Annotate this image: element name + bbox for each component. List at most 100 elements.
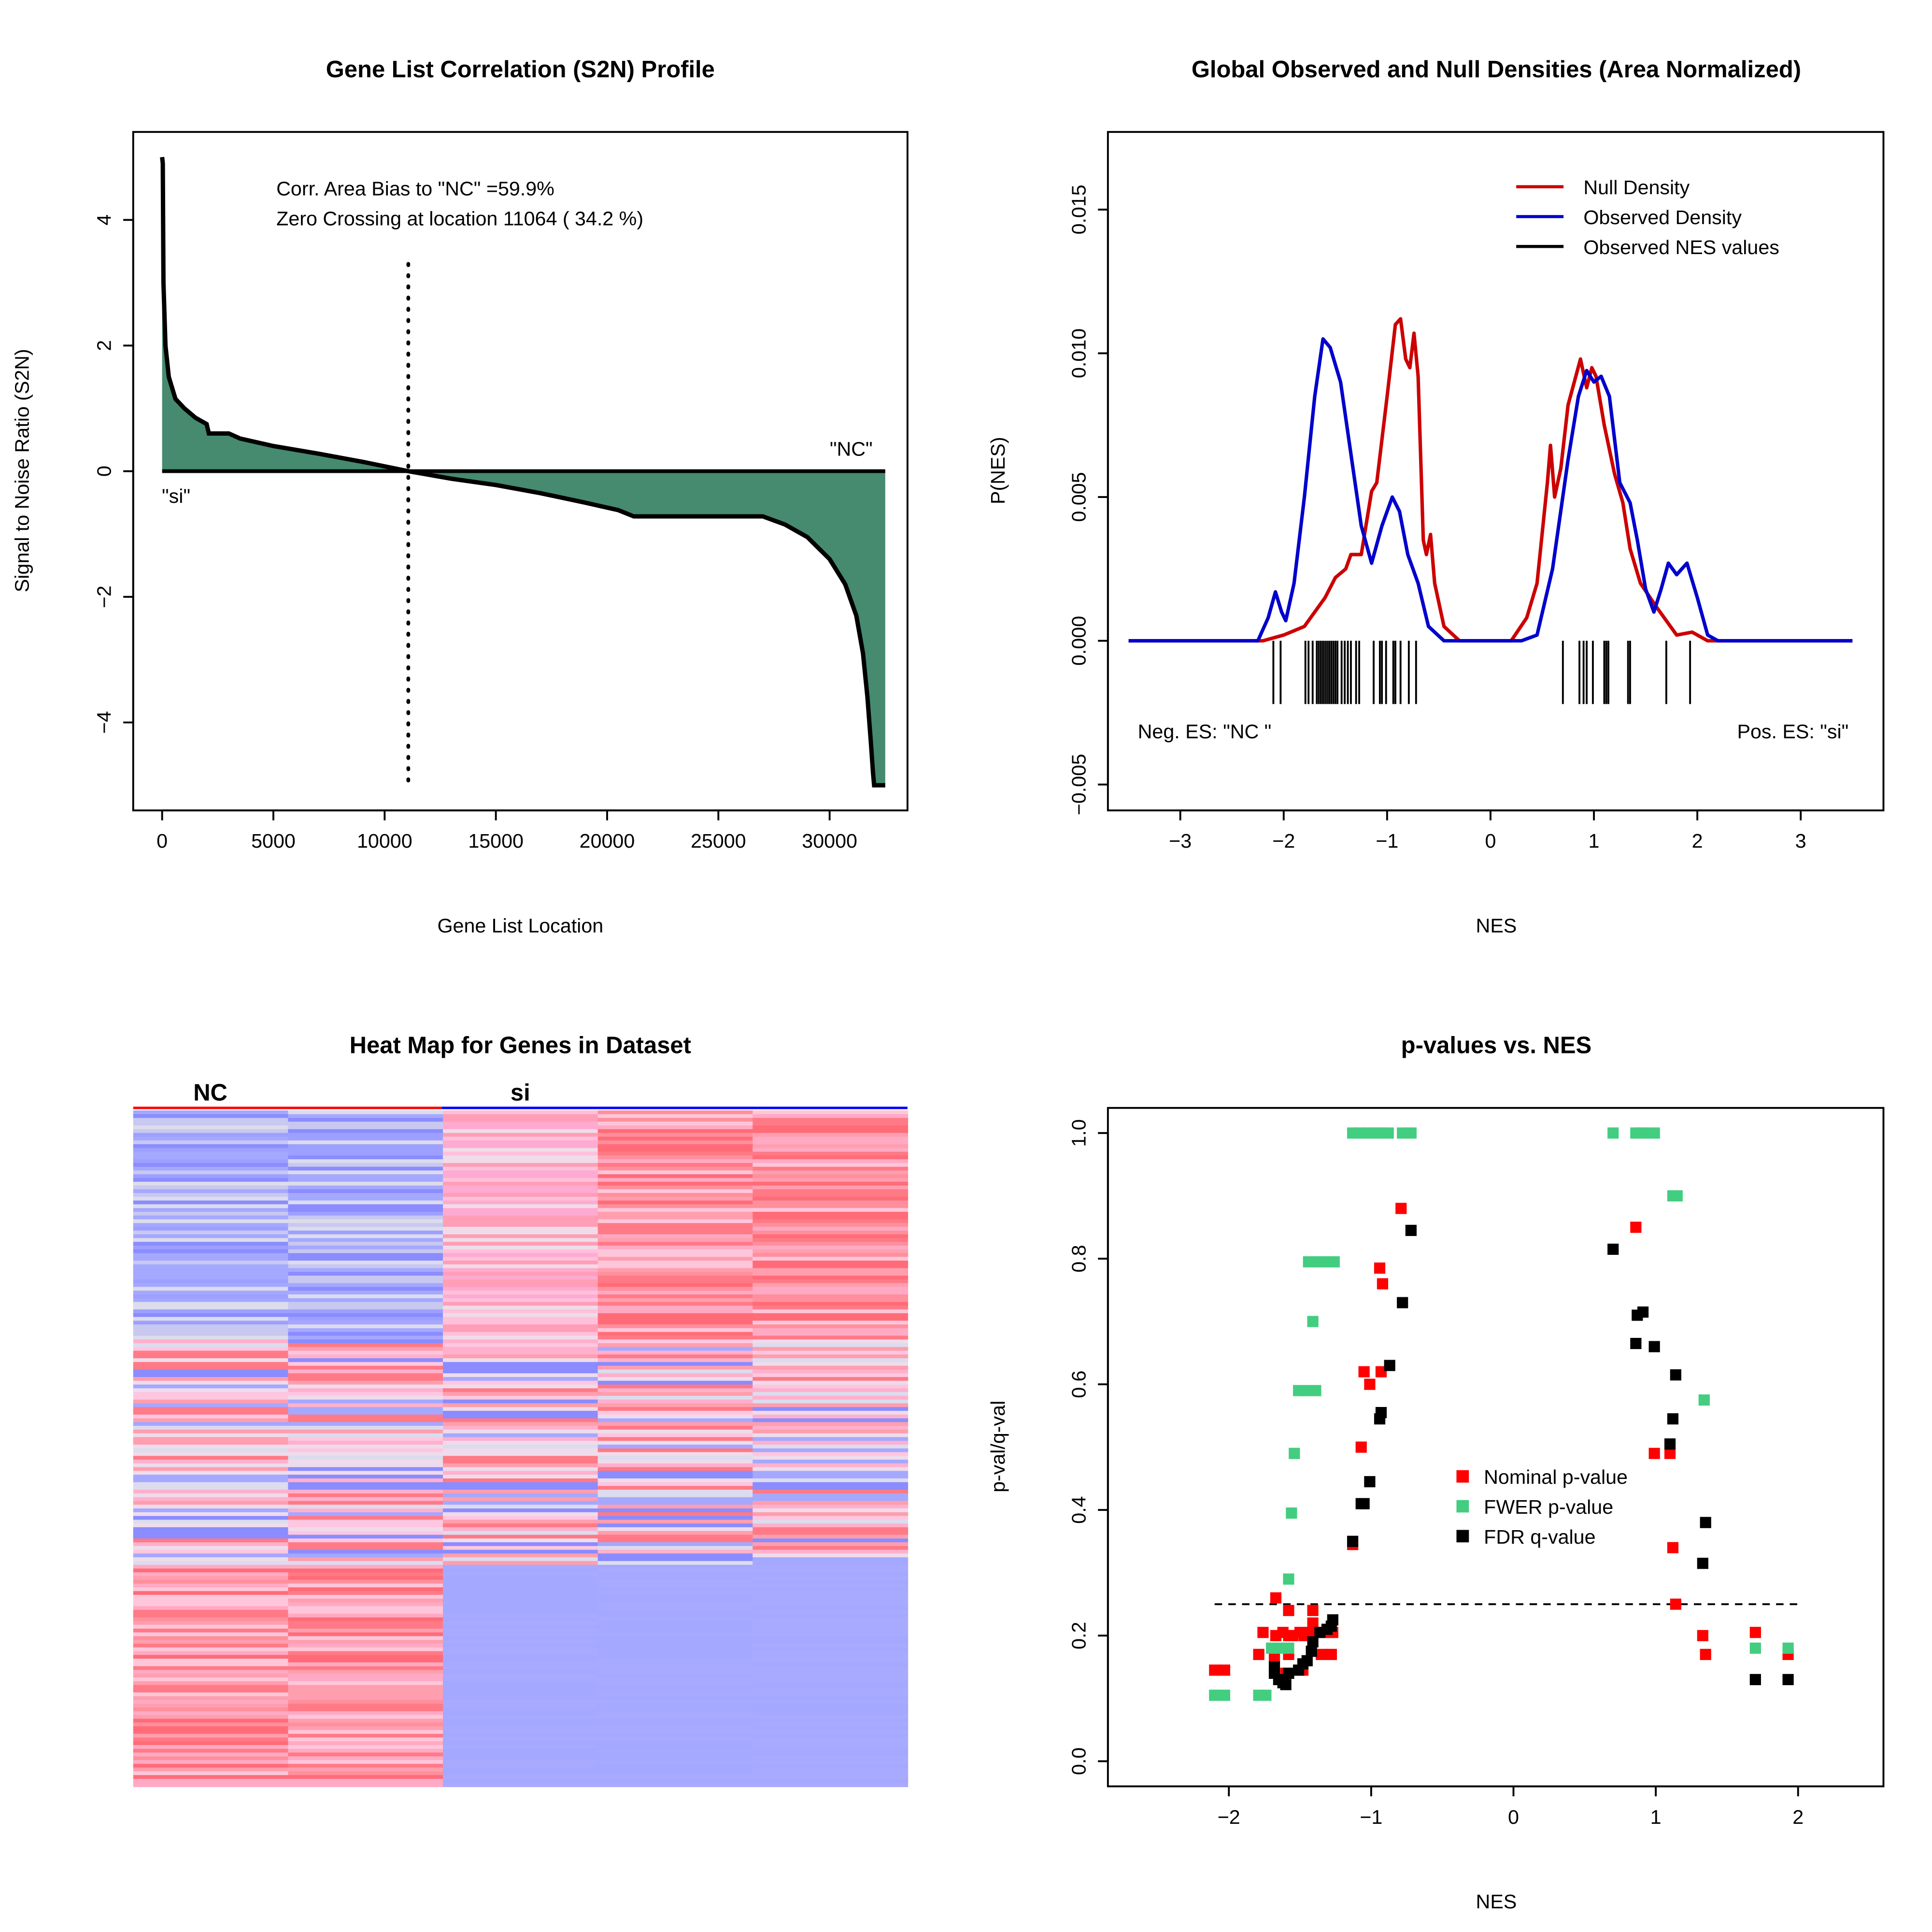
heatmap-cell — [443, 1538, 598, 1543]
heatmap-cell — [597, 1230, 753, 1236]
heatmap-cell — [597, 1317, 753, 1321]
heatmap-cell — [133, 1516, 289, 1520]
heatmap-cell — [133, 1324, 289, 1329]
heatmap-cell — [443, 1181, 598, 1187]
heatmap-cell — [288, 1733, 444, 1738]
heatmap-cell — [753, 1257, 909, 1262]
heatmap-cell — [133, 1418, 289, 1423]
heatmap-cell — [288, 1354, 444, 1359]
heatmap-cell — [288, 1328, 444, 1333]
heatmap-cell — [133, 1756, 289, 1761]
heatmap-cell — [288, 1460, 444, 1464]
heatmap-cell — [753, 1193, 909, 1198]
heatmap-cell — [597, 1486, 753, 1491]
heatmap-cell — [443, 1478, 598, 1483]
pvalue-y-tick-label: 0.2 — [1067, 1622, 1090, 1649]
heatmap-cell — [597, 1700, 753, 1705]
heatmap-cell — [133, 1527, 289, 1532]
heatmap-cell — [753, 1395, 909, 1401]
heatmap-cell — [443, 1689, 598, 1693]
heatmap-cell — [288, 1362, 444, 1367]
heatmap-cell — [597, 1748, 753, 1754]
heatmap-cell — [753, 1189, 909, 1194]
s2n-x-tick-label: 0 — [156, 830, 168, 852]
fdr-q-point — [1697, 1558, 1708, 1569]
heatmap-cell — [133, 1226, 289, 1232]
heatmap-cell — [288, 1771, 444, 1776]
heatmap-cell — [288, 1208, 444, 1213]
heatmap-cell — [443, 1647, 598, 1652]
heatmap-cell — [443, 1463, 598, 1468]
fwer-p-point — [1283, 1573, 1294, 1585]
heatmap-cell — [443, 1771, 598, 1776]
heatmap-cell — [133, 1497, 289, 1502]
heatmap-cell — [133, 1230, 289, 1236]
heatmap-cell — [133, 1602, 289, 1607]
heatmap-cell — [597, 1775, 753, 1780]
heatmap-cell — [753, 1339, 909, 1344]
heatmap-cell — [288, 1309, 444, 1314]
heatmap-cell — [443, 1748, 598, 1754]
heatmap-cell — [288, 1763, 444, 1769]
heatmap-cell — [133, 1441, 289, 1446]
heatmap-cell — [443, 1527, 598, 1532]
heatmap-cell — [753, 1388, 909, 1393]
heatmap-cell — [133, 1414, 289, 1420]
s2n-x-tick-label: 20000 — [580, 830, 635, 852]
heatmap-cell — [443, 1568, 598, 1573]
heatmap-cell — [133, 1208, 289, 1213]
heatmap-cell — [443, 1617, 598, 1622]
heatmap-cell — [443, 1234, 598, 1239]
heatmap-cell — [133, 1110, 289, 1115]
heatmap-cell — [133, 1534, 289, 1539]
heatmap-cell — [288, 1572, 444, 1577]
heatmap-cell — [288, 1321, 444, 1325]
heatmap-cell — [753, 1497, 909, 1502]
heatmap-cell — [753, 1283, 909, 1288]
heatmap-cell — [597, 1166, 753, 1171]
heatmap-cell — [133, 1733, 289, 1738]
heatmap-cell — [443, 1711, 598, 1716]
heatmap-cell — [133, 1475, 289, 1479]
heatmap-cell — [597, 1219, 753, 1224]
heatmap-cell — [753, 1640, 909, 1645]
heatmap-cell — [133, 1700, 289, 1705]
heatmap-cell — [597, 1610, 753, 1615]
heatmap-cell — [133, 1204, 289, 1209]
heatmap-cell — [133, 1276, 289, 1280]
heatmap-cell — [597, 1437, 753, 1442]
heatmap-cell — [288, 1148, 444, 1153]
heatmap-cell — [753, 1223, 909, 1228]
heatmap-cell — [597, 1730, 753, 1735]
heatmap-cell — [597, 1617, 753, 1622]
heatmap-cell — [753, 1493, 909, 1498]
heatmap-cell — [288, 1549, 444, 1554]
heatmap-cell — [443, 1196, 598, 1202]
legend-fdr-swatch — [1456, 1530, 1469, 1543]
heatmap-cell — [753, 1745, 909, 1750]
heatmap-cell — [753, 1730, 909, 1735]
heatmap-cell — [597, 1760, 753, 1765]
heatmap-cell — [288, 1437, 444, 1442]
heatmap-cell — [597, 1354, 753, 1359]
heatmap-cell — [597, 1677, 753, 1682]
pvalue-x-tick-label: −1 — [1360, 1806, 1382, 1828]
heatmap-cell — [753, 1516, 909, 1520]
heatmap-cell — [133, 1719, 289, 1723]
pvalue-x-tick-label: 1 — [1650, 1806, 1662, 1828]
heatmap-cell — [443, 1392, 598, 1397]
heatmap-cell — [753, 1129, 909, 1134]
heatmap-cell — [597, 1520, 753, 1524]
heatmap-cell — [443, 1230, 598, 1236]
heatmap-cell — [753, 1309, 909, 1314]
heatmap-cell — [443, 1238, 598, 1243]
heatmap-cell — [597, 1490, 753, 1494]
heatmap-cell — [597, 1245, 753, 1250]
heatmap-cell — [133, 1380, 289, 1386]
heatmap-cell — [753, 1136, 909, 1141]
fwer-p-point — [1293, 1385, 1305, 1396]
heatmap-cell — [288, 1343, 444, 1348]
heatmap-cell — [753, 1185, 909, 1190]
heatmap-cell — [597, 1384, 753, 1389]
heatmap-cell — [753, 1302, 909, 1307]
